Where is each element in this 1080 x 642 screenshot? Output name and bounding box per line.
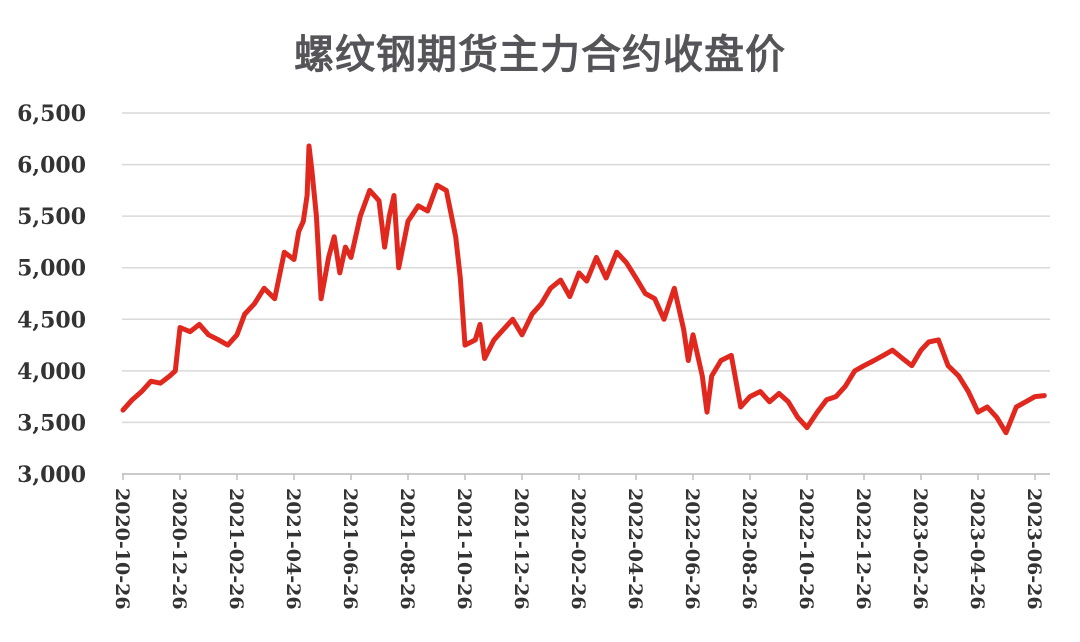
y-tick-label: 4,500 — [17, 307, 86, 333]
x-tick-label: 2022-10-26 — [795, 488, 817, 610]
x-tick-label: 2021-06-26 — [339, 488, 361, 610]
x-tick-label: 2020-12-26 — [168, 488, 190, 610]
y-tick-label: 6,500 — [17, 101, 86, 127]
x-axis-ticks: 2020-10-26 2020-12-26 2021-02-26 2021-04-26… — [111, 474, 1045, 610]
y-tick-label: 3,000 — [17, 462, 86, 488]
x-tick-label: 2020-10-26 — [111, 488, 133, 610]
chart-title: 螺纹钢期货主力合约收盘价 — [294, 32, 786, 78]
y-tick-label: 5,000 — [17, 256, 86, 282]
series-group — [120, 143, 1047, 436]
x-tick-label: 2023-06-26 — [1023, 488, 1045, 610]
y-tick-label: 4,000 — [17, 359, 86, 385]
x-tick-label: 2021-02-26 — [225, 488, 247, 610]
x-tick-label: 2022-06-26 — [681, 488, 703, 610]
x-tick-label: 2021-10-26 — [453, 488, 475, 610]
x-tick-label: 2021-04-26 — [282, 488, 304, 610]
x-tick-label: 2022-02-26 — [567, 488, 589, 610]
y-tick-label: 6,000 — [17, 153, 86, 179]
y-tick-label: 5,500 — [17, 204, 86, 230]
y-axis-ticks: 3,000 3,500 4,000 4,500 5,000 5,500 6,000 6,500 — [17, 101, 86, 488]
x-tick-label: 2023-02-26 — [909, 488, 931, 610]
x-tick-label: 2022-04-26 — [624, 488, 646, 610]
x-tick-label: 2022-12-26 — [852, 488, 874, 610]
series-line — [120, 143, 1047, 436]
x-tick-label: 2023-04-26 — [966, 488, 988, 610]
x-tick-label: 2022-08-26 — [738, 488, 760, 610]
x-tick-label: 2021-12-26 — [510, 488, 532, 610]
y-tick-label: 3,500 — [17, 410, 86, 436]
x-tick-label: 2021-08-26 — [396, 488, 418, 610]
